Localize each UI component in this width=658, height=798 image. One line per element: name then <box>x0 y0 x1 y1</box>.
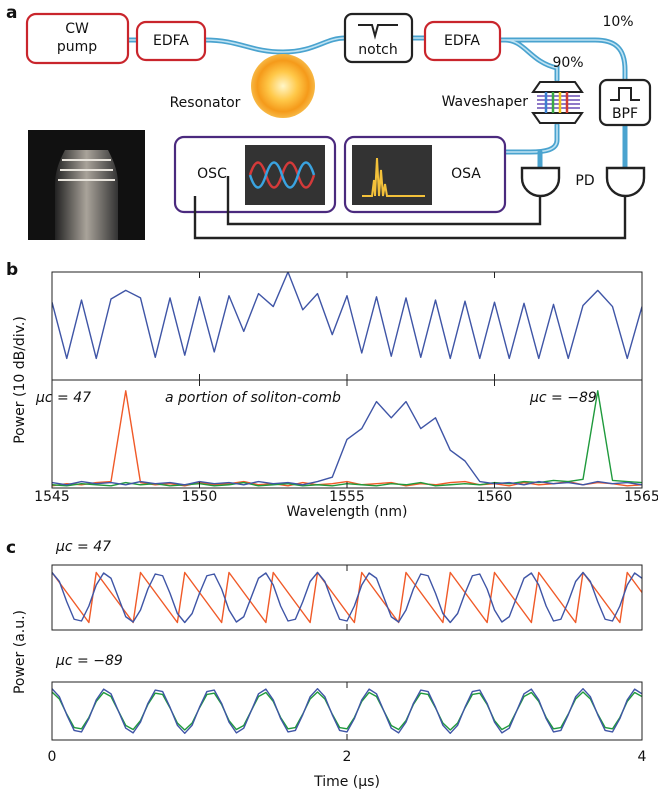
x-tick-label: 1545 <box>34 489 70 505</box>
photo-object <box>55 150 118 240</box>
y-axis-label: Power (a.u.) <box>12 610 28 694</box>
box-label: OSA <box>451 166 481 182</box>
box-label: CW <box>65 21 89 37</box>
data-line <box>52 272 642 358</box>
photodetector <box>607 168 644 196</box>
waveshaper-icon <box>533 82 582 123</box>
x-tick-label: 1555 <box>329 489 365 505</box>
figure: a CW pump EDFA Resonator notch EDFA 10% … <box>0 0 658 798</box>
box-label: OSC <box>197 166 227 182</box>
panel-label: c <box>6 538 16 558</box>
data-line <box>52 573 642 623</box>
split-label: 90% <box>552 55 583 71</box>
series-label: μc = −89 <box>529 390 597 406</box>
panel-label: b <box>6 260 18 280</box>
box-label: BPF <box>612 106 638 122</box>
series-label: μc = 47 <box>55 539 111 555</box>
x-tick-label: 1550 <box>182 489 218 505</box>
x-axis-label: Time (μs) <box>313 774 380 790</box>
data-line <box>52 689 642 734</box>
photodetector <box>522 168 559 196</box>
diagram: a CW pump EDFA Resonator notch EDFA 10% … <box>6 3 650 240</box>
x-tick-label: 1565 <box>624 489 658 505</box>
x-tick-label: 4 <box>638 749 647 765</box>
data-line <box>52 402 642 485</box>
box-label: pump <box>57 39 97 55</box>
box-label: EDFA <box>444 33 480 49</box>
panel-label: a <box>6 3 17 23</box>
resonator <box>251 54 315 118</box>
resonator-label: Resonator <box>170 95 241 111</box>
series-label: μc = −89 <box>55 653 123 669</box>
plot-frame <box>52 272 642 380</box>
box-label: notch <box>358 42 398 58</box>
x-axis-label: Wavelength (nm) <box>287 504 408 520</box>
y-axis-label: Power (10 dB/div.) <box>12 316 28 444</box>
x-tick-label: 2 <box>343 749 352 765</box>
data-line <box>52 692 642 730</box>
series-label: μc = 47 <box>35 390 91 406</box>
x-tick-label: 1560 <box>477 489 513 505</box>
x-tick-label: 0 <box>48 749 57 765</box>
series-label: a portion of soliton-comb <box>165 390 341 406</box>
box-label: EDFA <box>153 33 189 49</box>
split-label: 10% <box>602 14 633 30</box>
data-line <box>52 573 642 623</box>
waveshaper-label: Waveshaper <box>442 94 529 110</box>
pd-label: PD <box>575 173 594 189</box>
